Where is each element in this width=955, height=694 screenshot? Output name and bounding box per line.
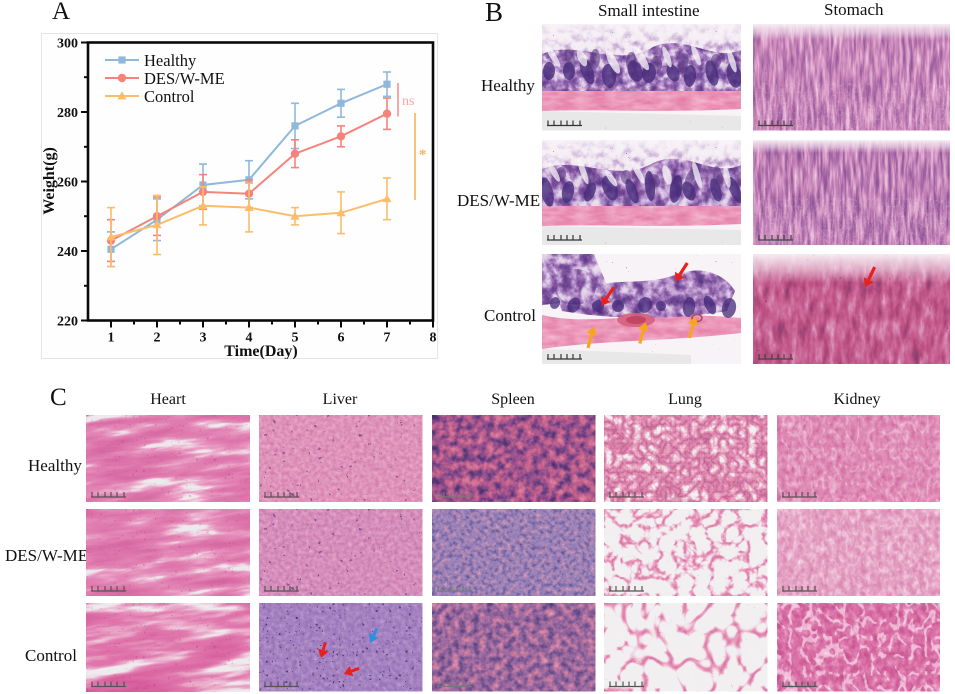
svg-text:260: 260: [57, 176, 78, 191]
svg-text:300: 300: [57, 37, 78, 52]
svg-text:4: 4: [246, 331, 253, 346]
svg-text:8: 8: [430, 331, 437, 346]
svg-text:3: 3: [200, 331, 207, 346]
svg-text:6: 6: [338, 331, 345, 346]
svg-text:ns: ns: [402, 94, 414, 109]
svg-text:2: 2: [154, 331, 161, 346]
svg-text:7: 7: [384, 331, 391, 346]
svg-text:*: *: [419, 147, 427, 163]
svg-text:220: 220: [57, 315, 78, 330]
svg-text:240: 240: [57, 245, 78, 260]
svg-text:Healthy: Healthy: [144, 51, 197, 70]
svg-text:DES/W-ME: DES/W-ME: [144, 69, 225, 88]
svg-text:280: 280: [57, 106, 78, 121]
svg-text:5: 5: [292, 331, 299, 346]
svg-text:Control: Control: [144, 87, 195, 106]
svg-text:1: 1: [108, 331, 115, 346]
svg-text:Time(Day): Time(Day): [224, 343, 297, 359]
svg-text:Weight(g): Weight(g): [41, 147, 58, 215]
